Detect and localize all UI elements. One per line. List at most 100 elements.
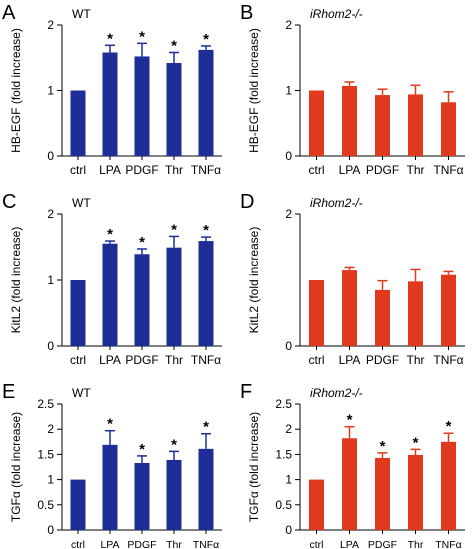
y-tick-label: 1 (285, 84, 292, 98)
bar-lpa (102, 444, 118, 530)
y-tick-label: 1 (47, 84, 54, 98)
panel-letter: F (240, 381, 252, 403)
y-tick-label: 2.5 (275, 397, 292, 411)
significance-marker: * (139, 28, 145, 45)
panel-letter: B (240, 2, 253, 24)
x-tick-label: LPA (99, 353, 121, 367)
panel-tag: WT (72, 386, 91, 400)
y-tick-label: 1.5 (275, 447, 292, 461)
x-tick-label: TNFα (191, 353, 221, 367)
y-tick-label: 2 (285, 422, 292, 436)
bar-lpa (342, 270, 357, 346)
bar-tnfa (198, 241, 214, 346)
significance-marker: * (380, 438, 386, 455)
bar-tnfa (198, 448, 214, 530)
x-tick-label: Thr (407, 353, 425, 367)
panel-letter: C (2, 191, 16, 213)
y-tick-label: 0 (285, 523, 292, 537)
bar-tnfa (441, 274, 456, 346)
x-tick-label: PDGF (125, 353, 158, 367)
panel-a: A WT HB-EGF (fold increase) 0 1 2 ctrl * LPA * PDG… (2, 2, 222, 177)
panel-tag: iRhom2-/- (310, 7, 363, 21)
bar-pdgf (134, 56, 150, 156)
y-tick-label: 2 (285, 18, 292, 32)
x-tick-label: ctrl (71, 539, 85, 549)
y-tick-label: 1 (47, 273, 54, 287)
bar-ctrl (309, 479, 324, 530)
panel-e: E WT TGFα (fold increase) 0 0.5 1 1.5 2 2.5 ctrl *… (2, 381, 222, 549)
bar-thr (408, 94, 423, 156)
bar-lpa (342, 85, 357, 156)
x-tick-label: LPA (339, 353, 361, 367)
y-tick-label: 1.5 (37, 447, 54, 461)
x-tick-label: ctrl (309, 163, 325, 177)
x-tick-label: PDGF (366, 163, 399, 177)
bar-thr (408, 281, 423, 346)
y-axis-label: HB-EGF (fold increase) (9, 28, 23, 153)
x-tick-label: LPA (339, 163, 361, 177)
x-tick-label: ctrl (310, 539, 324, 549)
significance-marker: * (347, 412, 353, 429)
significance-marker: * (171, 221, 177, 238)
panel-c: C WT KitL2 (fold increase) 0 1 2 ctrl * LPA * PDGF… (2, 191, 222, 367)
x-tick-label: PDGF (368, 539, 397, 549)
bar-tnfa (198, 49, 214, 156)
y-tick-label: 0.5 (275, 498, 292, 512)
x-tick-label: PDGF (125, 163, 158, 177)
y-axis-label: KitL2 (fold increase) (9, 227, 23, 334)
bar-thr (408, 454, 423, 530)
bar-ctrl (70, 280, 86, 346)
y-axis-label: KitL2 (fold increase) (247, 227, 261, 334)
x-tick-label: Thr (407, 163, 425, 177)
y-tick-label: 2 (47, 207, 54, 221)
y-axis-label: HB-EGF (fold increase) (247, 28, 261, 153)
x-tick-label: TNFα (433, 163, 463, 177)
y-tick-label: 0 (47, 149, 54, 163)
significance-marker: * (107, 30, 113, 47)
bar-ctrl (309, 280, 324, 346)
significance-marker: * (203, 31, 209, 48)
x-tick-label: TNFα (193, 539, 219, 549)
bar-lpa (102, 52, 118, 157)
x-tick-label: TNFα (433, 353, 463, 367)
x-tick-label: LPA (340, 539, 359, 549)
x-tick-label: LPA (99, 163, 121, 177)
panel-tag: WT (72, 196, 91, 210)
significance-marker: * (413, 434, 419, 451)
bar-thr (166, 62, 182, 156)
bar-ctrl (70, 90, 86, 156)
x-tick-label: PDGF (366, 353, 399, 367)
y-axis-label: TGFα (fold increase) (9, 412, 23, 522)
panel-letter: E (2, 381, 15, 403)
x-tick-label: Thr (408, 539, 424, 549)
significance-marker: * (139, 441, 145, 458)
significance-marker: * (107, 226, 113, 243)
bar-pdgf (134, 254, 150, 346)
bar-ctrl (70, 479, 86, 530)
panel-letter: D (240, 191, 254, 213)
bar-pdgf (375, 289, 390, 346)
y-tick-label: 2 (47, 18, 54, 32)
bar-thr (166, 247, 182, 346)
x-tick-label: ctrl (309, 353, 325, 367)
x-tick-label: PDGF (127, 539, 156, 549)
x-tick-label: TNFα (435, 539, 461, 549)
y-tick-label: 0 (47, 523, 54, 537)
panel-tag: WT (72, 7, 91, 21)
y-tick-label: 2.5 (37, 397, 54, 411)
y-tick-label: 2 (47, 422, 54, 436)
x-tick-label: Thr (165, 163, 183, 177)
y-tick-label: 0 (285, 339, 292, 353)
bar-lpa (102, 243, 118, 346)
y-tick-label: 2 (285, 207, 292, 221)
significance-marker: * (446, 418, 452, 435)
y-tick-label: 0 (285, 149, 292, 163)
bar-tnfa (441, 441, 456, 530)
bar-lpa (342, 438, 357, 530)
y-tick-label: 1 (285, 473, 292, 487)
significance-marker: * (139, 234, 145, 251)
panel-tag: iRhom2-/- (310, 196, 363, 210)
